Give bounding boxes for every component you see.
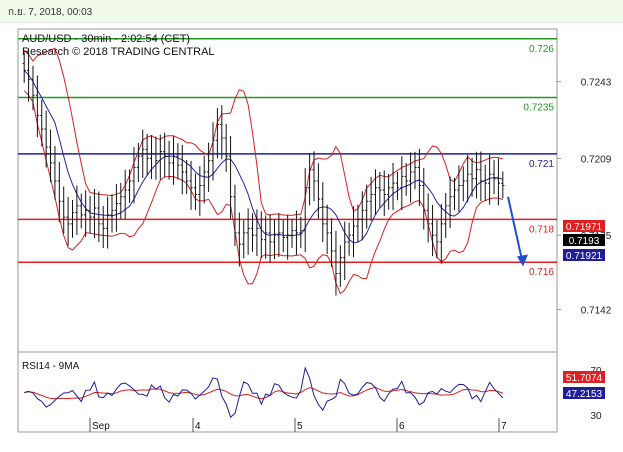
time-tick-label: 4 [195, 421, 201, 432]
level-label: 0.718 [529, 224, 554, 235]
chart-title: AUD/USD - 30min - 2:02:54 (CET) [22, 33, 190, 45]
rsi-tag-box [563, 387, 605, 399]
level-label: 0.726 [529, 44, 554, 55]
forecast-line [507, 196, 524, 265]
price-tag-label: 0.71921 [566, 251, 603, 262]
forecast-arrow [507, 196, 528, 267]
level-label: 0.7235 [523, 102, 554, 113]
price-tick-label: 0.7142 [581, 306, 612, 317]
price-tag-label: 0.7193 [569, 236, 600, 247]
price-tag-box [563, 249, 605, 261]
price-tick-label: 0.7209 [581, 154, 612, 165]
price-tag-label: 0.71971 [566, 222, 603, 233]
timestamp-bar: ก.ย. 7, 2018, 00:03 [0, 0, 623, 23]
forecast-arrowhead [517, 254, 528, 267]
time-tick-label: Sep [92, 421, 110, 432]
bollinger-bands [23, 47, 503, 295]
price-tags: 0.71971 0.7193 0.71921 [563, 220, 605, 262]
price-chart: 0.726 0.7235 0.721 0.718 0.716 0.7243 0.7209 0… [17, 28, 612, 433]
rsi-label: RSI14 - 9MA [22, 361, 80, 372]
lower-band [23, 90, 503, 295]
rsi-line [24, 366, 504, 419]
time-tick-label: 5 [297, 421, 303, 432]
rsi-tag-label: 47.2153 [566, 389, 603, 400]
level-label: 0.721 [529, 159, 554, 170]
upper-band [23, 47, 503, 216]
rsi-tag-label: 51.7074 [566, 373, 603, 384]
price-tag-box [563, 234, 605, 246]
time-tick-label: 7 [501, 421, 507, 432]
timestamp: ก.ย. 7, 2018, 00:03 [8, 7, 93, 18]
price-tick-label: 0.7243 [581, 78, 612, 89]
rsi-tick-label: 30 [590, 411, 602, 422]
level-label: 0.716 [529, 267, 554, 278]
moving-average [23, 70, 503, 244]
rsi-tag-box [563, 371, 605, 383]
chart-subtitle: Research © 2018 TRADING CENTRAL [22, 46, 215, 58]
time-tick-label: 6 [399, 421, 405, 432]
time-axis: Sep 4 5 6 7 [89, 418, 507, 432]
candles [22, 50, 505, 296]
price-tag-box [563, 220, 605, 232]
